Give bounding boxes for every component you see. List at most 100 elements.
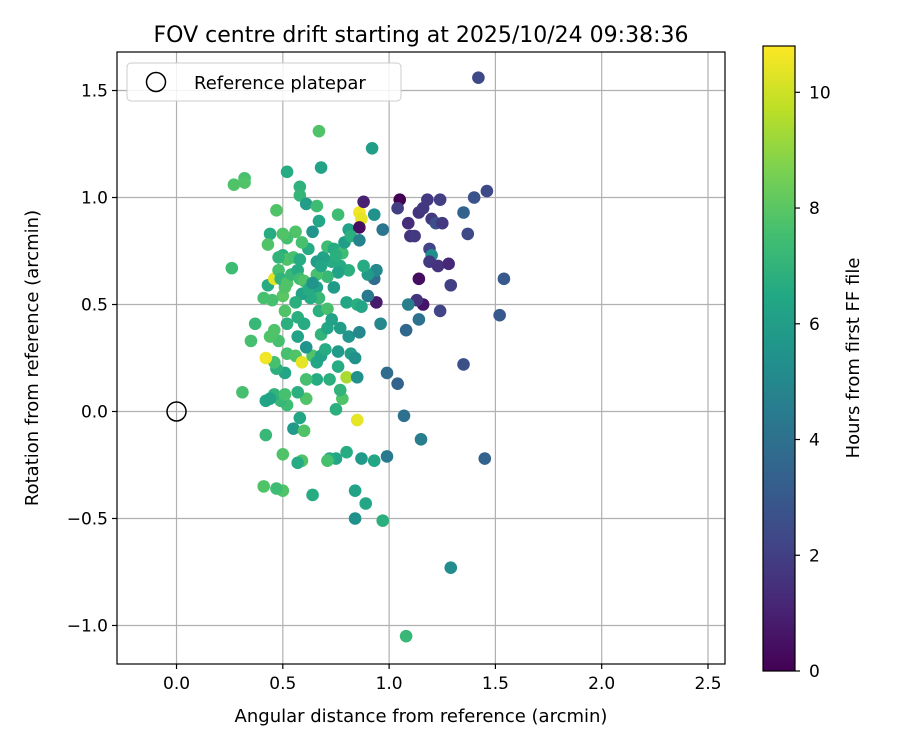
scatter-point [435,216,449,230]
x-tick-label: 1.5 [482,674,509,694]
scatter-point [310,373,324,386]
scatter-point [442,257,455,271]
y-tick-label: 1.5 [81,82,108,102]
y-tick-label: 0.5 [81,296,108,316]
scatter-point [340,370,353,384]
colorbar-label: Hours from first FF file [843,258,864,459]
scatter-point [299,341,313,354]
x-tick-label: 0.0 [163,674,190,694]
scatter-point [276,227,290,241]
scatter-point [306,488,319,502]
scatter-point [357,195,370,209]
colorbar-gradient [762,45,796,672]
scatter-point [259,351,273,365]
points-layer [166,71,511,643]
scatter-point [280,165,294,179]
legend-box [126,62,402,102]
scatter-point [321,302,334,316]
scatter-point [314,161,328,174]
scatter-point [331,345,345,358]
scatter-point [263,227,277,241]
scatter-point [480,184,494,198]
scatter-point [321,270,334,283]
scatter-point [376,223,390,236]
legend-label: Reference platepar [194,73,366,94]
scatter-point [444,278,458,292]
scatter-point [297,424,311,438]
scatter-point [248,317,262,331]
scatter-point [257,480,270,493]
scatter-point [350,413,364,427]
scatter-point [310,199,324,213]
colorbar: 0 2 4 6 8 10 Hours from first FF file [762,45,864,682]
scatter-point [329,403,343,416]
scatter-point [331,360,345,373]
scatter-point [421,193,434,206]
scatter-point [414,433,428,446]
scatter-point [261,238,275,251]
scatter-point [323,373,336,386]
scatter-point [367,208,381,221]
scatter-point [353,326,366,339]
scatter-point [353,234,366,247]
scatter-point [327,281,341,294]
scatter-point [272,251,285,264]
scatter-point [361,289,375,303]
y-axis: −1.0 −0.5 0.0 0.5 1.0 1.5 [67,82,117,636]
colorbar-tick-label: 8 [809,199,820,219]
colorbar-tick-label: 2 [809,546,820,566]
plot-frame [116,51,726,665]
scatter-point [289,296,302,309]
scatter-point [408,229,421,243]
scatter-point [225,261,239,275]
x-tick-label: 2.5 [694,674,721,694]
y-tick-label: 1.0 [81,189,108,209]
scatter-point [291,330,304,343]
scatter-point [306,225,319,239]
scatter-point [263,392,277,405]
scatter-point [493,308,506,322]
scatter-point [412,272,426,286]
scatter-point [257,291,270,305]
scatter-point [367,454,381,468]
scatter-point [295,236,309,249]
scatter-point [333,321,347,335]
scatter-point [472,71,485,84]
y-tick-label: −0.5 [67,509,108,529]
scatter-point [348,351,362,365]
scatter-point [270,204,283,217]
scatter-point [359,497,373,510]
scatter-point [457,206,470,219]
reference-point [166,401,187,422]
y-axis-label: Rotation from reference (arcmin) [22,210,43,506]
scatter-point [350,370,364,384]
x-tick-label: 1.0 [376,674,403,694]
scatter-point [297,317,311,331]
scatter-point [461,227,475,241]
scatter-point [244,334,258,348]
scatter-point [333,383,347,397]
colorbar-ticks: 0 2 4 6 8 10 [795,83,831,682]
scatter-point [348,484,362,497]
scatter-point [376,514,390,527]
scatter-point [312,214,326,228]
colorbar-tick-label: 6 [809,315,820,335]
x-axis: 0.0 0.5 1.0 1.5 2.0 2.5 [163,664,722,694]
scatter-point [399,629,413,643]
scatter-point [444,561,458,575]
scatter-point [321,454,334,468]
scatter-point [497,272,511,286]
chart-title: FOV centre drift starting at 2025/10/24 … [154,23,689,48]
scatter-point [278,388,292,401]
scatter-point [380,450,394,463]
colorbar-tick-label: 10 [809,83,831,103]
scatter-point [355,300,368,313]
scatter-point [312,124,326,138]
scatter-point [293,411,307,425]
scatter-point [399,323,413,337]
scatter-point [433,193,447,206]
scatter-point [348,512,362,525]
x-tick-label: 2.0 [588,674,615,694]
scatter-point [391,377,404,390]
